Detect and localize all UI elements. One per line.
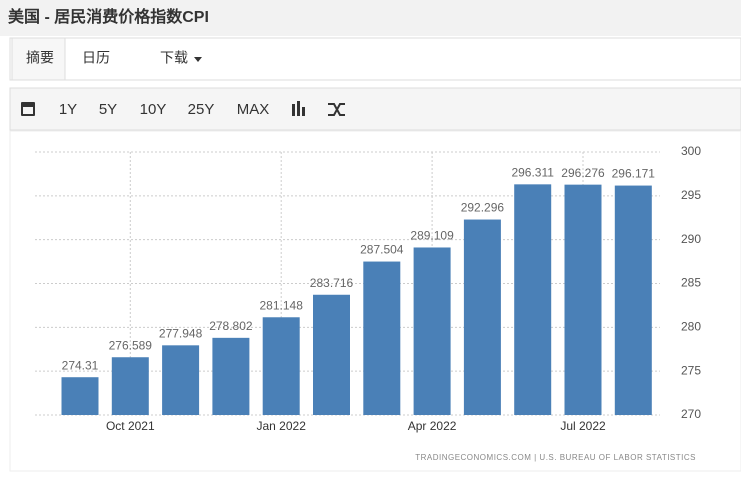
range-button[interactable]: 25Y (188, 101, 215, 118)
bar (162, 345, 200, 415)
bar-icon[interactable] (292, 101, 305, 116)
data-label: 274.31 (62, 358, 99, 372)
tab[interactable]: 下载 (160, 50, 188, 66)
data-label: 289.109 (410, 229, 454, 243)
range-button[interactable]: 5Y (99, 101, 117, 118)
toolbar (9, 87, 741, 131)
data-label: 278.802 (209, 319, 253, 333)
title-bar (0, 0, 741, 36)
y-tick-label: 295 (681, 188, 701, 202)
y-tick-label: 270 (681, 407, 701, 421)
y-tick-label: 275 (681, 363, 701, 377)
bar (212, 337, 250, 415)
data-label: 292.296 (461, 201, 505, 215)
bar (614, 185, 652, 415)
data-label: 281.148 (260, 298, 304, 312)
data-label: 287.504 (360, 243, 404, 257)
bar (61, 377, 99, 415)
tab-bar (9, 37, 741, 81)
data-label: 276.589 (109, 338, 153, 352)
tab[interactable]: 摘要 (26, 50, 54, 66)
y-tick-label: 285 (681, 276, 701, 290)
bar (514, 184, 552, 415)
shuffle-icon[interactable] (328, 103, 345, 116)
range-button[interactable]: 10Y (140, 101, 167, 118)
bar (363, 261, 401, 415)
tab[interactable]: 日历 (82, 50, 110, 66)
range-button[interactable]: MAX (237, 101, 270, 118)
y-tick-label: 280 (681, 320, 701, 334)
range-button[interactable]: 1Y (59, 101, 77, 118)
data-label: 283.716 (310, 276, 354, 290)
data-label: 296.276 (561, 166, 605, 180)
data-label: 296.171 (612, 167, 656, 181)
page-title: 美国 - 居民消费价格指数CPI (8, 7, 209, 26)
y-tick-label: 290 (681, 232, 701, 246)
data-label: 296.311 (511, 166, 554, 180)
data-label: 277.948 (159, 326, 203, 340)
tab-active[interactable] (11, 37, 66, 81)
bar (564, 184, 602, 415)
bar (111, 357, 149, 415)
bar (413, 247, 451, 415)
x-tick-label: Apr 2022 (408, 419, 457, 433)
bar (463, 219, 501, 415)
x-tick-label: Jan 2022 (257, 419, 307, 433)
bar (262, 317, 300, 415)
x-tick-label: Oct 2021 (106, 419, 155, 433)
calendar-icon[interactable] (21, 102, 35, 116)
x-tick-label: Jul 2022 (560, 419, 606, 433)
caret (194, 57, 202, 62)
source: TRADINGECONOMICS.COM | U.S. BUREAU OF LA… (415, 453, 696, 462)
y-tick-label: 300 (681, 144, 701, 158)
bar (313, 294, 350, 415)
